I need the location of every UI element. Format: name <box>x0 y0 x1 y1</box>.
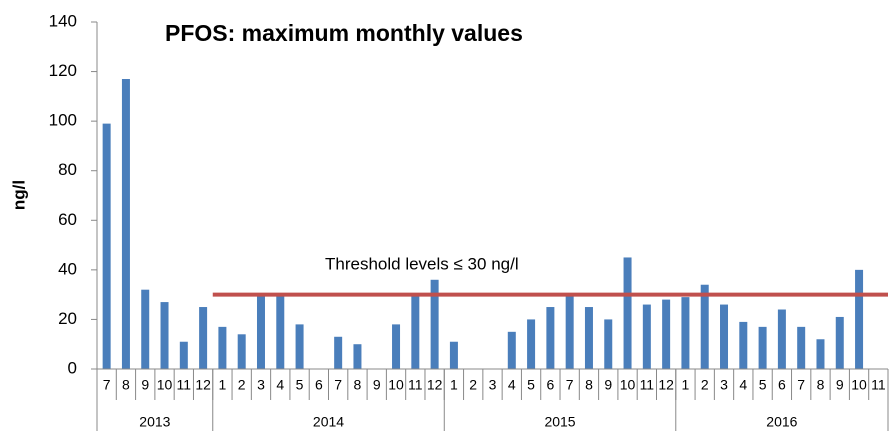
x-tick-label: 10 <box>388 377 404 393</box>
bar <box>604 319 613 369</box>
x-tick-label: 9 <box>141 377 149 393</box>
x-tick-label: 10 <box>157 377 173 393</box>
bar <box>758 326 767 369</box>
y-tick-label: 40 <box>58 259 77 278</box>
bar <box>334 336 343 369</box>
group-label: 2014 <box>313 414 344 430</box>
x-tick-label: 7 <box>334 377 342 393</box>
x-tick-label: 6 <box>315 377 323 393</box>
bar <box>855 269 864 369</box>
x-tick-label: 10 <box>620 377 636 393</box>
x-tick-label: 4 <box>508 377 516 393</box>
bar <box>565 294 574 369</box>
y-tick-label: 120 <box>49 61 77 80</box>
bar <box>527 319 536 369</box>
x-tick-label: 10 <box>851 377 867 393</box>
x-tick-label: 4 <box>739 377 747 393</box>
x-tick-label: 3 <box>489 377 497 393</box>
x-tick-label: 12 <box>427 377 443 393</box>
bar <box>141 289 150 369</box>
x-tick-label: 8 <box>585 377 593 393</box>
x-tick-label: 2 <box>238 377 246 393</box>
x-tick-label: 6 <box>546 377 554 393</box>
x-tick-label: 8 <box>354 377 362 393</box>
x-tick-label: 11 <box>640 377 655 393</box>
y-tick-label: 60 <box>58 210 77 229</box>
y-tick-label: 140 <box>49 11 77 30</box>
x-tick-label: 1 <box>682 377 690 393</box>
bar <box>584 307 593 369</box>
chart-title: PFOS: maximum monthly values <box>165 20 523 46</box>
x-tick-label: 6 <box>778 377 786 393</box>
bar <box>507 331 516 369</box>
x-tick-label: 8 <box>122 377 130 393</box>
y-tick-label: 100 <box>49 111 77 130</box>
threshold-label: Threshold levels ≤ 30 ng/l <box>325 254 519 273</box>
x-tick-label: 12 <box>658 377 674 393</box>
bar <box>295 324 304 369</box>
bar <box>430 279 439 369</box>
x-tick-label: 3 <box>257 377 265 393</box>
y-tick-label: 0 <box>68 358 77 377</box>
x-tick-label: 12 <box>195 377 211 393</box>
x-tick-label: 1 <box>219 377 227 393</box>
x-tick-label: 11 <box>177 377 192 393</box>
x-tick-label: 9 <box>836 377 844 393</box>
bar <box>160 302 169 369</box>
x-tick-label: 9 <box>373 377 381 393</box>
bar <box>681 297 690 369</box>
bar <box>102 123 111 369</box>
bar <box>797 326 806 369</box>
x-tick-label: 8 <box>817 377 825 393</box>
bar <box>411 294 420 369</box>
bar <box>218 326 227 369</box>
x-tick-label: 3 <box>720 377 728 393</box>
bar <box>353 344 362 369</box>
bar <box>179 341 188 369</box>
x-tick-label: 2 <box>701 377 709 393</box>
group-label: 2016 <box>766 414 797 430</box>
x-tick-label: 5 <box>527 377 535 393</box>
x-tick-label: 11 <box>871 377 886 393</box>
x-tick-label: 9 <box>604 377 612 393</box>
y-tick-label: 20 <box>58 309 77 328</box>
x-tick-label: 5 <box>759 377 767 393</box>
bar <box>256 294 265 369</box>
bar <box>777 309 786 369</box>
x-tick-label: 11 <box>408 377 423 393</box>
bar <box>392 324 401 369</box>
bar <box>121 79 130 369</box>
bar <box>546 307 555 369</box>
x-tick-label: 7 <box>566 377 574 393</box>
bar <box>662 299 671 369</box>
bar <box>449 341 458 369</box>
bar <box>199 307 208 369</box>
bar <box>816 339 825 369</box>
group-label: 2015 <box>544 414 575 430</box>
x-tick-label: 5 <box>296 377 304 393</box>
bar <box>835 316 844 369</box>
x-tick-label: 7 <box>797 377 805 393</box>
bar <box>739 321 748 369</box>
y-tick-label: 80 <box>58 160 77 179</box>
x-tick-label: 1 <box>450 377 458 393</box>
y-axis-label: ng/l <box>9 180 28 210</box>
x-tick-label: 2 <box>469 377 477 393</box>
bar <box>642 304 651 369</box>
x-tick-label: 7 <box>103 377 111 393</box>
bar <box>276 294 285 369</box>
bar <box>623 257 632 369</box>
bar <box>700 284 709 369</box>
group-label: 2013 <box>139 414 170 430</box>
bar <box>720 304 729 369</box>
bar <box>237 334 246 369</box>
x-tick-label: 4 <box>276 377 284 393</box>
